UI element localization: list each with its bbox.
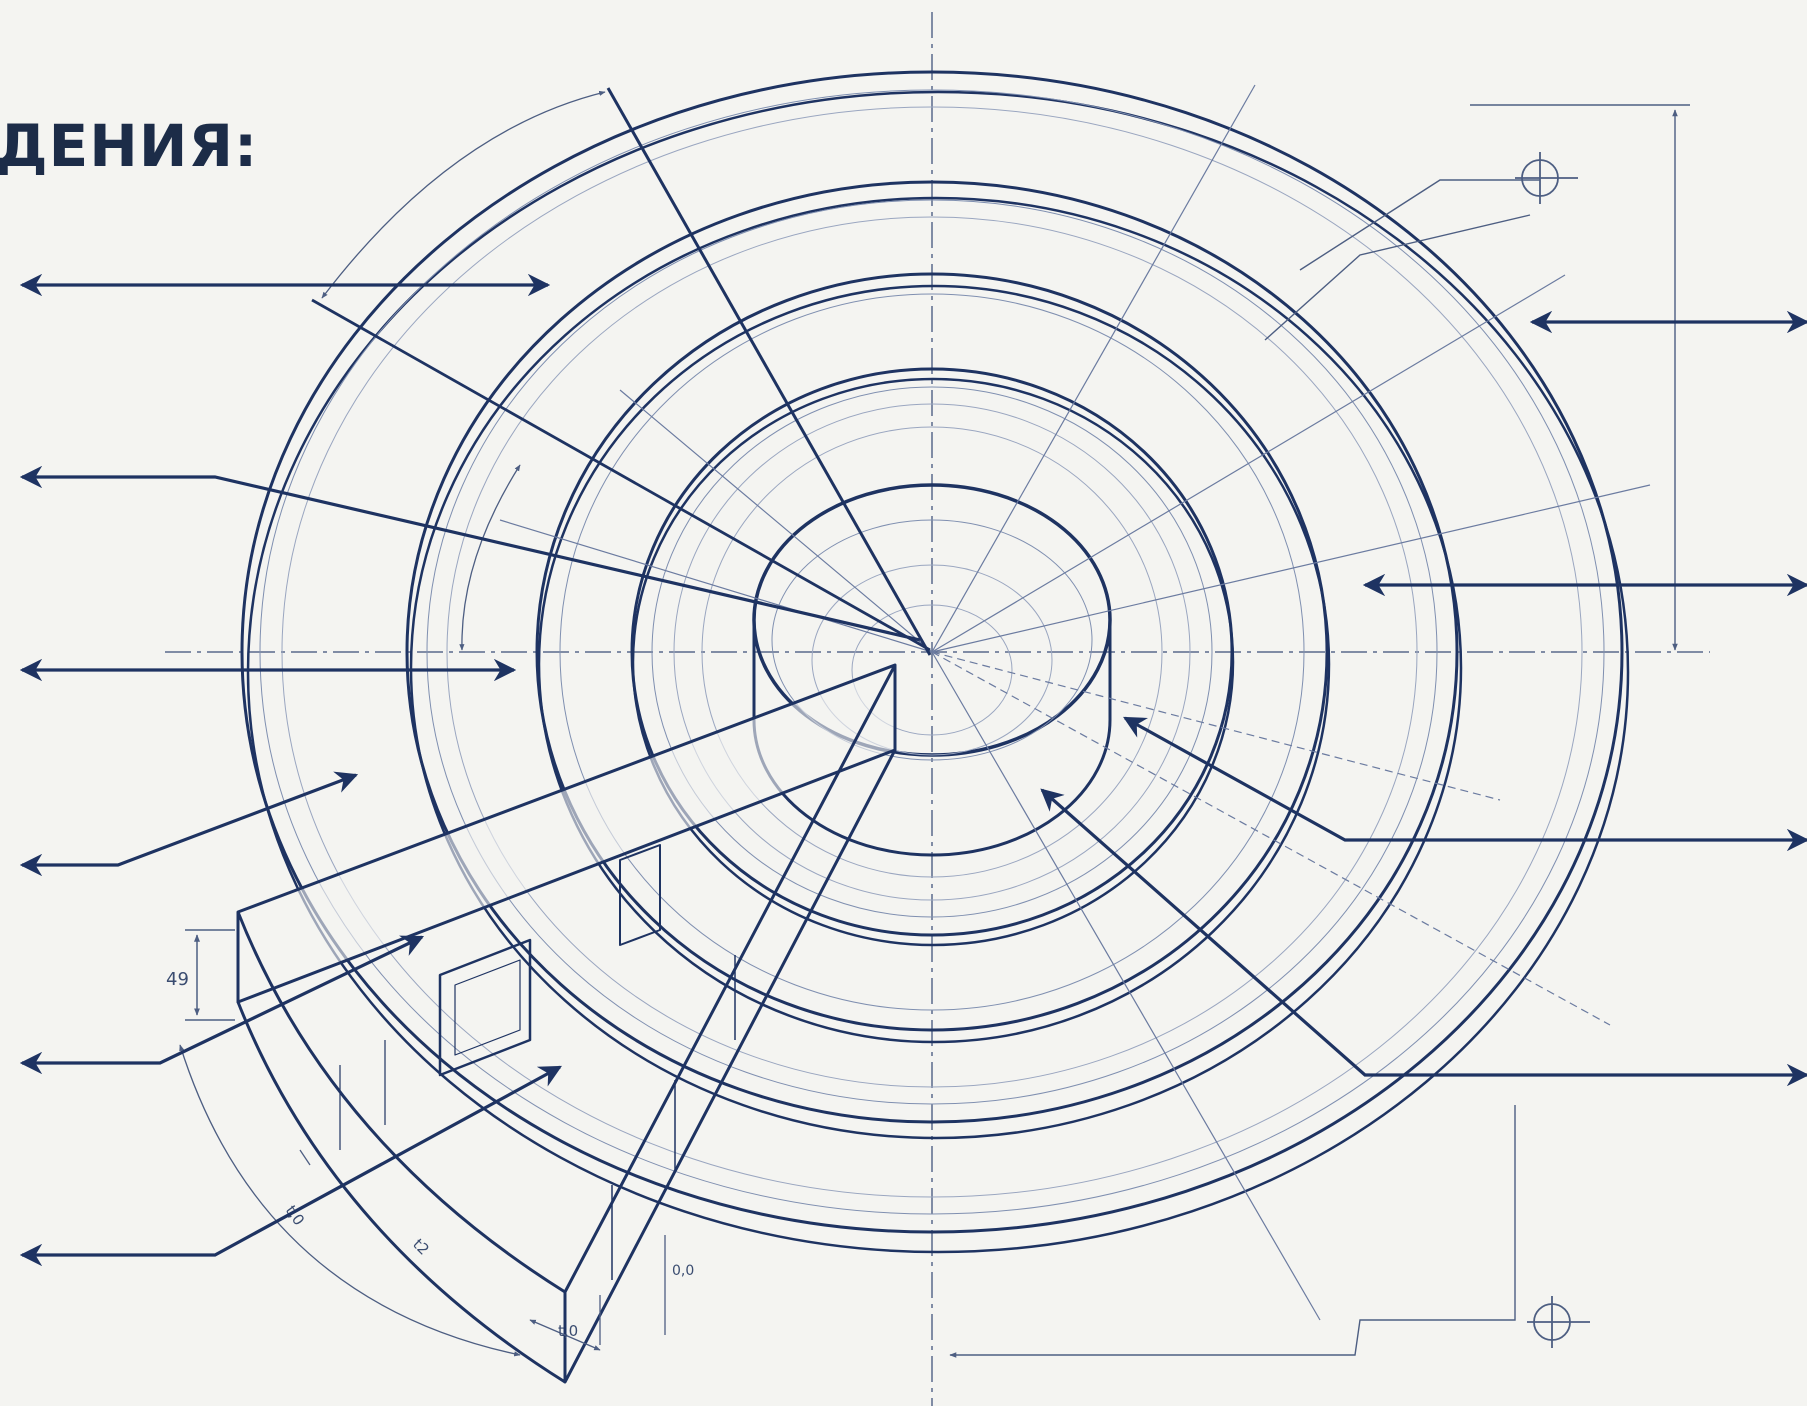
- datum-target-icon: [1515, 152, 1578, 204]
- callout-arrow-9: [1123, 716, 1807, 852]
- wedge-height-dimension: [185, 929, 235, 1021]
- callout-arrow-2: [19, 465, 921, 642]
- callout-arrows-right: [1040, 310, 1807, 1087]
- dimension-label-lower-3: t,0: [558, 1322, 578, 1340]
- lower-dimension-arcs: [179, 1044, 666, 1357]
- diagram-heading: ДЕНИЯ:: [0, 112, 259, 180]
- callout-arrow-4: [19, 771, 359, 877]
- callout-arrow-6: [19, 1065, 562, 1267]
- datum-leaders: [949, 179, 1540, 1358]
- callout-arrow-5: [19, 935, 425, 1075]
- dimension-label-height: 49: [166, 969, 189, 990]
- middle-rings: [405, 180, 1463, 1140]
- callout-arrow-10: [1040, 788, 1807, 1087]
- sector-edge-line: [606, 87, 932, 656]
- callout-leader-top: [311, 298, 931, 652]
- dimension-label-lower-4: 0,0: [672, 1263, 694, 1279]
- cutaway-wedge: [236, 663, 897, 1384]
- center-lines: [165, 12, 1710, 1406]
- datum-target-icon-bottom: [1527, 1296, 1590, 1348]
- dimension-label-lower-2: t2: [409, 1235, 433, 1259]
- right-height-dimension: [1470, 104, 1690, 651]
- callout-arrows-left: [19, 273, 931, 1267]
- upper-dimension-arc: [321, 90, 606, 651]
